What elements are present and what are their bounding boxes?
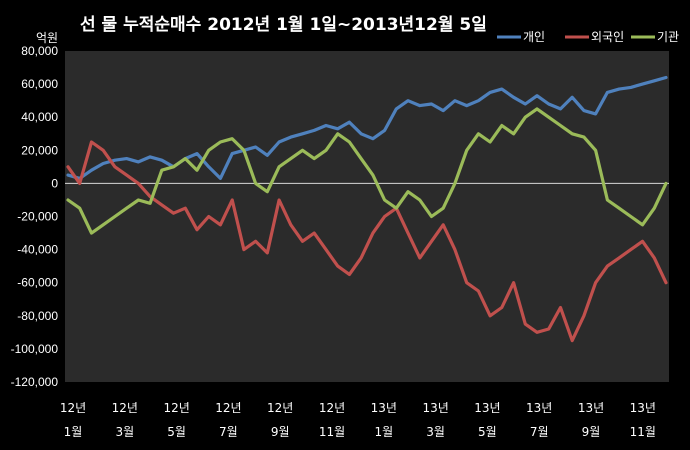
x-tick-month: 3월 — [115, 425, 134, 439]
x-tick-month: 1월 — [374, 425, 393, 439]
x-tick-year: 13년 — [422, 401, 448, 415]
y-tick-label: -60,000 — [17, 276, 58, 290]
y-axis: 80,000 60,000 40,000 20,000 0 -20,000 -40,000 -… — [11, 44, 59, 389]
legend-label: 개인 — [523, 30, 545, 44]
series-line-3 — [66, 107, 668, 235]
x-tick-year: 13년 — [526, 401, 552, 415]
series-line-2 — [66, 140, 668, 343]
unit-label: 억원 — [36, 31, 58, 45]
y-tick-label: 60,000 — [21, 77, 58, 91]
series-line-1 — [66, 75, 668, 180]
x-tick-month: 1월 — [64, 425, 83, 439]
x-axis: 12년 1월 12년 3월 12년 5월 12년 7월 12년 9월 12년 11월 13년 1월 13년 3… — [60, 401, 656, 439]
y-tick-label: -40,000 — [17, 243, 58, 257]
y-tick-label: -80,000 — [17, 309, 58, 323]
y-tick-label: 0 — [51, 176, 58, 190]
x-tick-year: 13년 — [474, 401, 500, 415]
y-tick-label: 80,000 — [21, 44, 58, 58]
x-tick-year: 12년 — [163, 401, 189, 415]
x-tick-year: 12년 — [112, 401, 138, 415]
series-layer — [66, 75, 668, 343]
x-tick-month: 5월 — [167, 425, 186, 439]
chart-title: 선 물 누적순매수 2012년 1월 1일~2013년12월 5일 — [80, 15, 487, 35]
x-tick-month: 5월 — [478, 425, 497, 439]
x-tick-month: 9월 — [582, 425, 601, 439]
x-tick-month: 11월 — [319, 425, 345, 439]
x-tick-year: 12년 — [60, 401, 86, 415]
x-tick-month: 11월 — [630, 425, 656, 439]
x-tick-year: 13년 — [371, 401, 397, 415]
y-tick-label: 40,000 — [21, 110, 58, 124]
legend-label: 외국인 — [591, 30, 624, 44]
y-tick-label: 20,000 — [21, 143, 58, 157]
x-tick-month: 9월 — [271, 425, 290, 439]
legend: 개인 외국인 기관 — [497, 30, 679, 44]
x-tick-year: 12년 — [215, 401, 241, 415]
x-tick-year: 12년 — [267, 401, 293, 415]
x-tick-year: 13년 — [630, 401, 656, 415]
x-tick-month: 7월 — [219, 425, 238, 439]
y-tick-label: -120,000 — [11, 375, 59, 389]
legend-label: 기관 — [657, 30, 679, 44]
plot-area — [65, 51, 669, 382]
x-tick-month: 3월 — [426, 425, 445, 439]
x-tick-year: 13년 — [578, 401, 604, 415]
x-tick-year: 12년 — [319, 401, 345, 415]
x-tick-month: 7월 — [530, 425, 549, 439]
y-tick-label: -20,000 — [17, 210, 58, 224]
y-tick-label: -100,000 — [11, 342, 59, 356]
